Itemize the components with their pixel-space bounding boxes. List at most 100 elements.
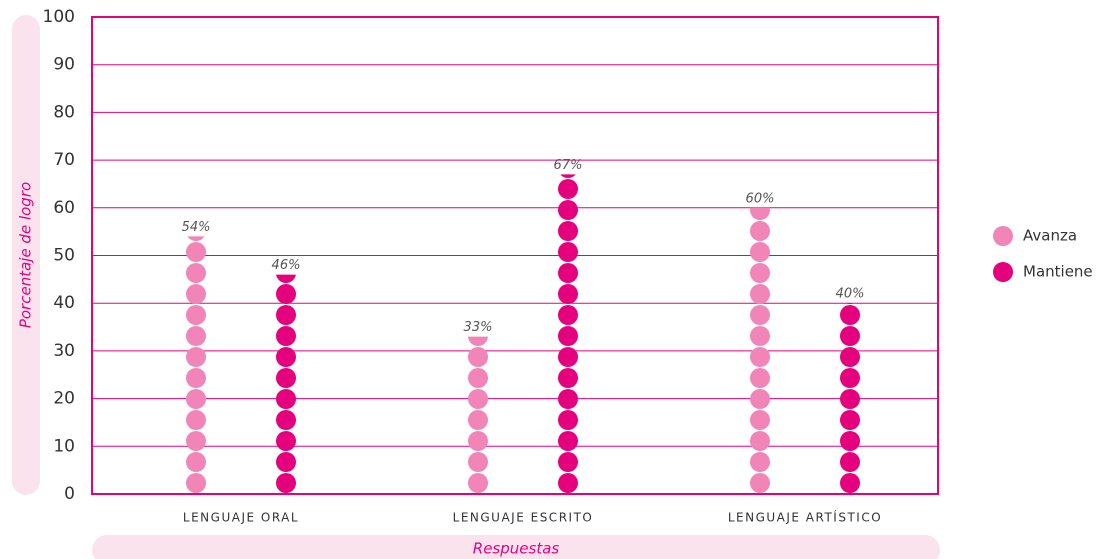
y-tick-label: 40 <box>53 293 75 313</box>
y-tick-label: 50 <box>53 246 75 266</box>
dot <box>558 410 578 430</box>
dot <box>558 473 578 493</box>
y-label-pill <box>12 15 40 495</box>
dot <box>186 473 206 493</box>
dot-column <box>276 274 296 493</box>
value-label: 60% <box>746 191 775 206</box>
dot <box>276 389 296 409</box>
dot <box>840 410 860 430</box>
dot <box>750 326 770 346</box>
dot <box>276 347 296 367</box>
dot <box>558 179 578 199</box>
dot <box>558 389 578 409</box>
value-label: 33% <box>464 320 493 335</box>
dot <box>468 452 488 472</box>
dot <box>276 284 296 304</box>
dot <box>840 431 860 451</box>
dot <box>750 452 770 472</box>
dot <box>750 431 770 451</box>
dot <box>750 207 770 220</box>
y-tick-label: 10 <box>53 436 75 456</box>
dot-column <box>750 207 770 493</box>
dot <box>750 368 770 388</box>
dot <box>750 347 770 367</box>
x-axis-label: Respuestas <box>473 540 560 558</box>
dot <box>186 368 206 388</box>
dot <box>276 305 296 325</box>
dot <box>276 274 296 283</box>
dot <box>750 410 770 430</box>
dot <box>276 473 296 493</box>
dot <box>558 347 578 367</box>
dot <box>186 410 206 430</box>
y-axis-label: Porcentaje de logro <box>17 182 35 328</box>
dot <box>560 174 576 178</box>
dot <box>750 305 770 325</box>
legend-label: Avanza <box>1023 227 1077 245</box>
dot <box>558 221 578 241</box>
dot <box>840 368 860 388</box>
dot <box>840 473 860 493</box>
legend-swatch <box>993 226 1013 246</box>
dot <box>558 452 578 472</box>
dot <box>186 431 206 451</box>
dot <box>276 368 296 388</box>
value-label: 67% <box>554 158 583 173</box>
dot <box>750 263 770 283</box>
dot-column <box>186 236 206 493</box>
dot <box>276 410 296 430</box>
dot <box>840 305 860 325</box>
dot <box>186 263 206 283</box>
dot <box>186 284 206 304</box>
dot <box>187 236 205 241</box>
dot <box>276 452 296 472</box>
dot <box>840 347 860 367</box>
dot <box>846 303 854 304</box>
dot <box>276 431 296 451</box>
x-tick-label: LENGUAJE ORAL <box>183 511 299 525</box>
dot <box>750 389 770 409</box>
dot-column <box>558 174 578 493</box>
dot <box>468 336 488 346</box>
y-tick-label: 80 <box>53 102 75 122</box>
dot <box>750 242 770 262</box>
dot-column <box>840 303 860 493</box>
dot <box>468 368 488 388</box>
dot <box>750 284 770 304</box>
dot <box>468 389 488 409</box>
dot <box>840 326 860 346</box>
legend-label: Mantiene <box>1023 263 1093 281</box>
y-tick-label: 0 <box>64 484 75 504</box>
dot <box>558 284 578 304</box>
legend-swatch <box>993 262 1013 282</box>
dot <box>468 347 488 367</box>
dot <box>558 326 578 346</box>
dot <box>558 431 578 451</box>
x-tick-label: LENGUAJE ESCRITO <box>453 511 594 525</box>
value-label: 40% <box>836 287 865 302</box>
dot <box>558 305 578 325</box>
value-label: 46% <box>272 258 301 273</box>
y-tick-label: 30 <box>53 341 75 361</box>
y-tick-label: 100 <box>43 7 75 27</box>
plot-frame <box>91 16 939 495</box>
x-label-pill <box>92 535 940 559</box>
y-tick-label: 20 <box>53 389 75 409</box>
dot <box>468 473 488 493</box>
dot <box>750 221 770 241</box>
dot <box>750 473 770 493</box>
dot <box>468 410 488 430</box>
dot <box>840 389 860 409</box>
dot <box>276 326 296 346</box>
dot-column <box>468 336 488 493</box>
dot <box>468 431 488 451</box>
dot <box>840 452 860 472</box>
dot <box>558 263 578 283</box>
dot <box>186 305 206 325</box>
y-tick-label: 90 <box>53 55 75 75</box>
value-label: 54% <box>182 220 211 235</box>
dot <box>558 200 578 220</box>
dot <box>186 347 206 367</box>
dot <box>186 326 206 346</box>
